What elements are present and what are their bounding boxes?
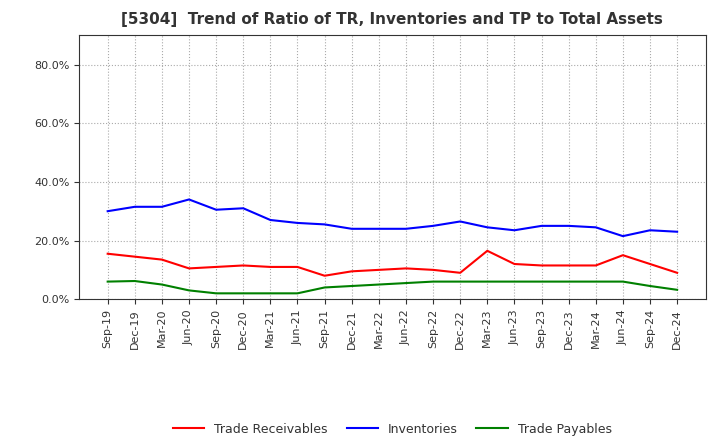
- Inventories: [402, 226, 410, 231]
- Trade Receivables: [402, 266, 410, 271]
- Trade Payables: [672, 287, 681, 293]
- Trade Receivables: [646, 261, 654, 267]
- Trade Payables: [374, 282, 383, 287]
- Trade Payables: [483, 279, 492, 284]
- Trade Receivables: [212, 264, 220, 270]
- Inventories: [348, 226, 356, 231]
- Trade Receivables: [158, 257, 166, 262]
- Line: Trade Payables: Trade Payables: [108, 281, 677, 293]
- Inventories: [537, 223, 546, 228]
- Trade Receivables: [320, 273, 329, 279]
- Inventories: [456, 219, 464, 224]
- Trade Payables: [266, 291, 275, 296]
- Trade Receivables: [239, 263, 248, 268]
- Trade Payables: [428, 279, 437, 284]
- Trade Payables: [402, 280, 410, 286]
- Inventories: [320, 222, 329, 227]
- Title: [5304]  Trend of Ratio of TR, Inventories and TP to Total Assets: [5304] Trend of Ratio of TR, Inventories…: [122, 12, 663, 27]
- Trade Payables: [591, 279, 600, 284]
- Trade Payables: [618, 279, 627, 284]
- Trade Payables: [510, 279, 518, 284]
- Trade Receivables: [510, 261, 518, 267]
- Trade Receivables: [293, 264, 302, 270]
- Inventories: [374, 226, 383, 231]
- Trade Receivables: [185, 266, 194, 271]
- Trade Receivables: [672, 270, 681, 275]
- Inventories: [293, 220, 302, 226]
- Trade Receivables: [564, 263, 573, 268]
- Trade Receivables: [428, 267, 437, 272]
- Trade Receivables: [266, 264, 275, 270]
- Trade Receivables: [537, 263, 546, 268]
- Inventories: [618, 234, 627, 239]
- Trade Payables: [293, 291, 302, 296]
- Trade Payables: [104, 279, 112, 284]
- Trade Payables: [320, 285, 329, 290]
- Inventories: [591, 225, 600, 230]
- Trade Receivables: [348, 269, 356, 274]
- Trade Payables: [646, 283, 654, 289]
- Inventories: [130, 204, 139, 209]
- Trade Payables: [239, 291, 248, 296]
- Trade Receivables: [104, 251, 112, 257]
- Trade Payables: [185, 288, 194, 293]
- Line: Trade Receivables: Trade Receivables: [108, 251, 677, 276]
- Line: Inventories: Inventories: [108, 199, 677, 236]
- Trade Receivables: [483, 248, 492, 253]
- Inventories: [212, 207, 220, 213]
- Legend: Trade Receivables, Inventories, Trade Payables: Trade Receivables, Inventories, Trade Pa…: [167, 416, 618, 440]
- Trade Payables: [130, 279, 139, 284]
- Inventories: [239, 205, 248, 211]
- Inventories: [104, 209, 112, 214]
- Trade Receivables: [456, 270, 464, 275]
- Trade Payables: [564, 279, 573, 284]
- Trade Receivables: [618, 253, 627, 258]
- Inventories: [158, 204, 166, 209]
- Trade Receivables: [374, 267, 383, 272]
- Trade Payables: [158, 282, 166, 287]
- Trade Payables: [456, 279, 464, 284]
- Inventories: [510, 227, 518, 233]
- Inventories: [672, 229, 681, 235]
- Inventories: [428, 223, 437, 228]
- Trade Payables: [348, 283, 356, 289]
- Inventories: [646, 227, 654, 233]
- Trade Payables: [537, 279, 546, 284]
- Inventories: [185, 197, 194, 202]
- Trade Receivables: [130, 254, 139, 259]
- Inventories: [564, 223, 573, 228]
- Trade Receivables: [591, 263, 600, 268]
- Inventories: [266, 217, 275, 223]
- Inventories: [483, 225, 492, 230]
- Trade Payables: [212, 291, 220, 296]
